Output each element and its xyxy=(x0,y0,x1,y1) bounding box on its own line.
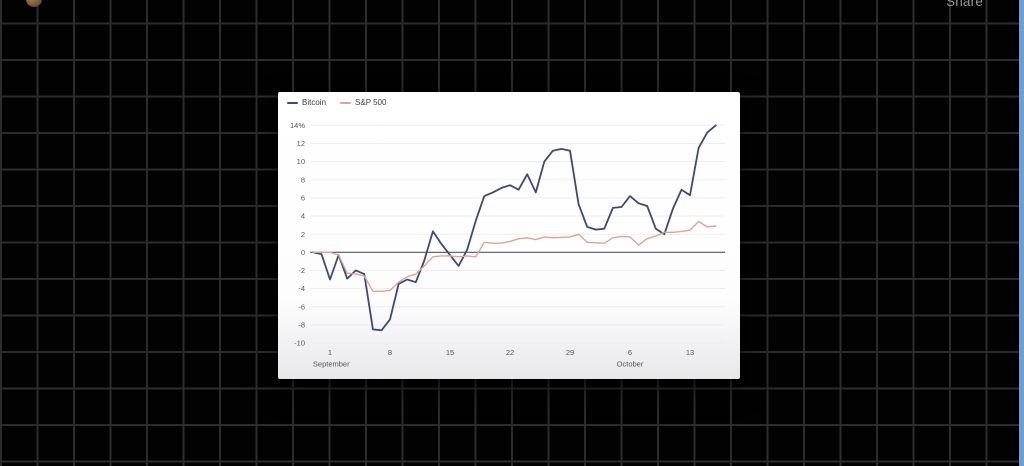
y-tick-label: -10 xyxy=(294,339,305,348)
y-tick-label: -2 xyxy=(298,266,305,275)
y-tick-label: 4 xyxy=(301,212,305,221)
window-edge-highlight xyxy=(1019,0,1024,466)
y-tick-label: -4 xyxy=(298,284,305,293)
legend-item-bitcoin: Bitcoin xyxy=(287,98,326,107)
sp500-line-swatch-icon xyxy=(340,101,352,104)
y-tick-label: 14% xyxy=(290,121,305,130)
y-tick-label: 8 xyxy=(301,175,305,184)
chart-card[interactable]: 14% 12 10 8 6 4 2 0 -2 -4 -6 -8 -10 1 8 15 22 29 6 13 Septem… xyxy=(278,92,740,379)
x-tick-label: 29 xyxy=(566,348,574,357)
x-tick-label: 22 xyxy=(506,348,514,357)
chart-svg: 14% 12 10 8 6 4 2 0 -2 -4 -6 -8 -10 1 8 15 22 29 6 13 Septem… xyxy=(290,121,725,369)
y-tick-label: 10 xyxy=(297,157,305,166)
chart-legend: Bitcoin S&P 500 xyxy=(287,98,386,107)
legend-item-sp500: S&P 500 xyxy=(340,98,386,107)
y-tick-label: 0 xyxy=(301,248,305,257)
share-button[interactable]: Share xyxy=(946,0,983,9)
y-tick-label: -8 xyxy=(298,321,305,330)
x-tick-label: 8 xyxy=(388,348,392,357)
legend-label-bitcoin: Bitcoin xyxy=(302,98,327,107)
y-tick-label: 2 xyxy=(301,230,305,239)
avatar[interactable] xyxy=(26,0,42,7)
sp500-line xyxy=(312,220,717,293)
bitcoin-line-swatch-icon xyxy=(287,101,298,104)
y-tick-label: 12 xyxy=(297,139,305,148)
month-label: September xyxy=(313,360,350,369)
y-tick-label: -6 xyxy=(298,302,305,311)
legend-label-sp500: S&P 500 xyxy=(355,98,387,107)
bitcoin-line xyxy=(312,124,717,332)
month-label: October xyxy=(617,360,644,369)
x-tick-label: 15 xyxy=(446,348,454,357)
x-tick-label: 13 xyxy=(686,348,694,357)
x-tick-label: 1 xyxy=(328,348,332,357)
y-tick-label: 6 xyxy=(301,194,305,203)
x-tick-label: 6 xyxy=(628,348,632,357)
